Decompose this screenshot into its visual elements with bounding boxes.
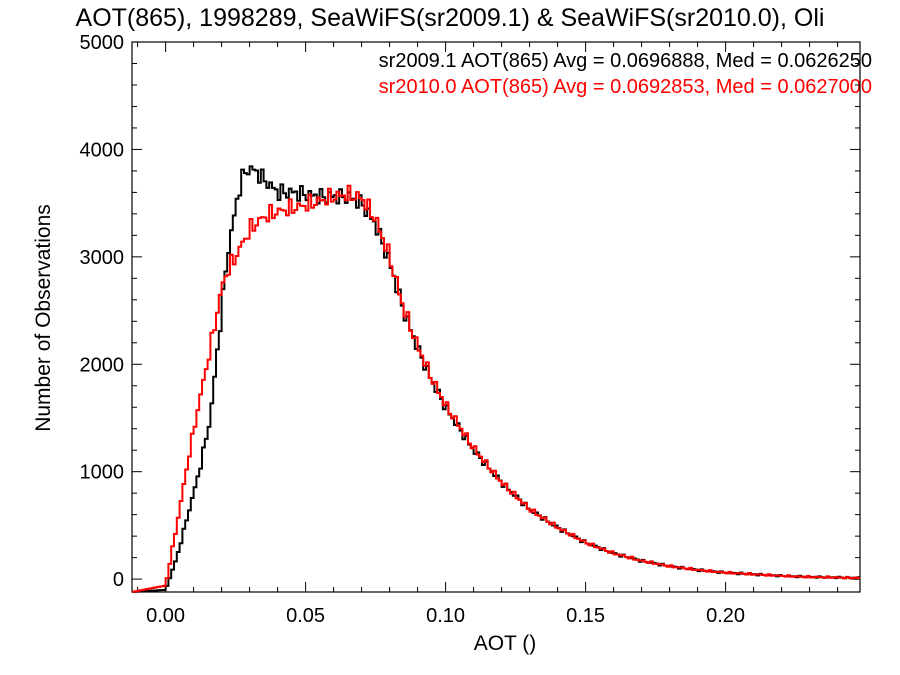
x-tick-label: 0.05 bbox=[286, 605, 325, 627]
x-tick-label: 0.20 bbox=[706, 605, 745, 627]
chart-title: AOT(865), 1998289, SeaWiFS(sr2009.1) & S… bbox=[75, 4, 825, 32]
plot-frame bbox=[131, 41, 861, 593]
y-tick-label: 1000 bbox=[80, 462, 125, 484]
x-tick-label: 0.15 bbox=[566, 605, 605, 627]
y-tick-label: 3000 bbox=[80, 247, 125, 269]
y-tick-label: 2000 bbox=[80, 354, 125, 376]
y-axis-label: Number of Observations bbox=[32, 204, 55, 432]
x-tick-label: 0.10 bbox=[426, 605, 465, 627]
x-axis-label: AOT () bbox=[473, 632, 537, 655]
x-tick-label: 0.00 bbox=[146, 605, 185, 627]
y-tick-label: 5000 bbox=[80, 32, 125, 54]
y-tick-label: 4000 bbox=[80, 139, 125, 161]
histogram-series-1 bbox=[132, 184, 860, 593]
stat-line-sr2009: sr2009.1 AOT(865) Avg = 0.0696888, Med =… bbox=[378, 50, 872, 72]
stat-line-sr2010: sr2010.0 AOT(865) Avg = 0.0692853, Med =… bbox=[378, 76, 872, 98]
histogram-series-0 bbox=[132, 165, 860, 593]
y-tick-label: 0 bbox=[113, 569, 124, 591]
